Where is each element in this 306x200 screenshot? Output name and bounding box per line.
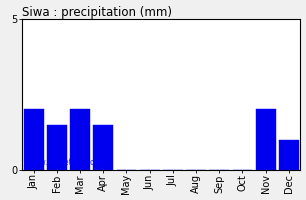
Bar <box>256 109 275 170</box>
Bar <box>93 125 113 170</box>
Bar <box>47 125 67 170</box>
Text: Siwa : precipitation (mm): Siwa : precipitation (mm) <box>22 6 172 19</box>
Bar <box>70 109 90 170</box>
Text: www.allmetsat.com: www.allmetsat.com <box>28 158 103 167</box>
Bar <box>279 140 299 170</box>
Bar <box>24 109 43 170</box>
